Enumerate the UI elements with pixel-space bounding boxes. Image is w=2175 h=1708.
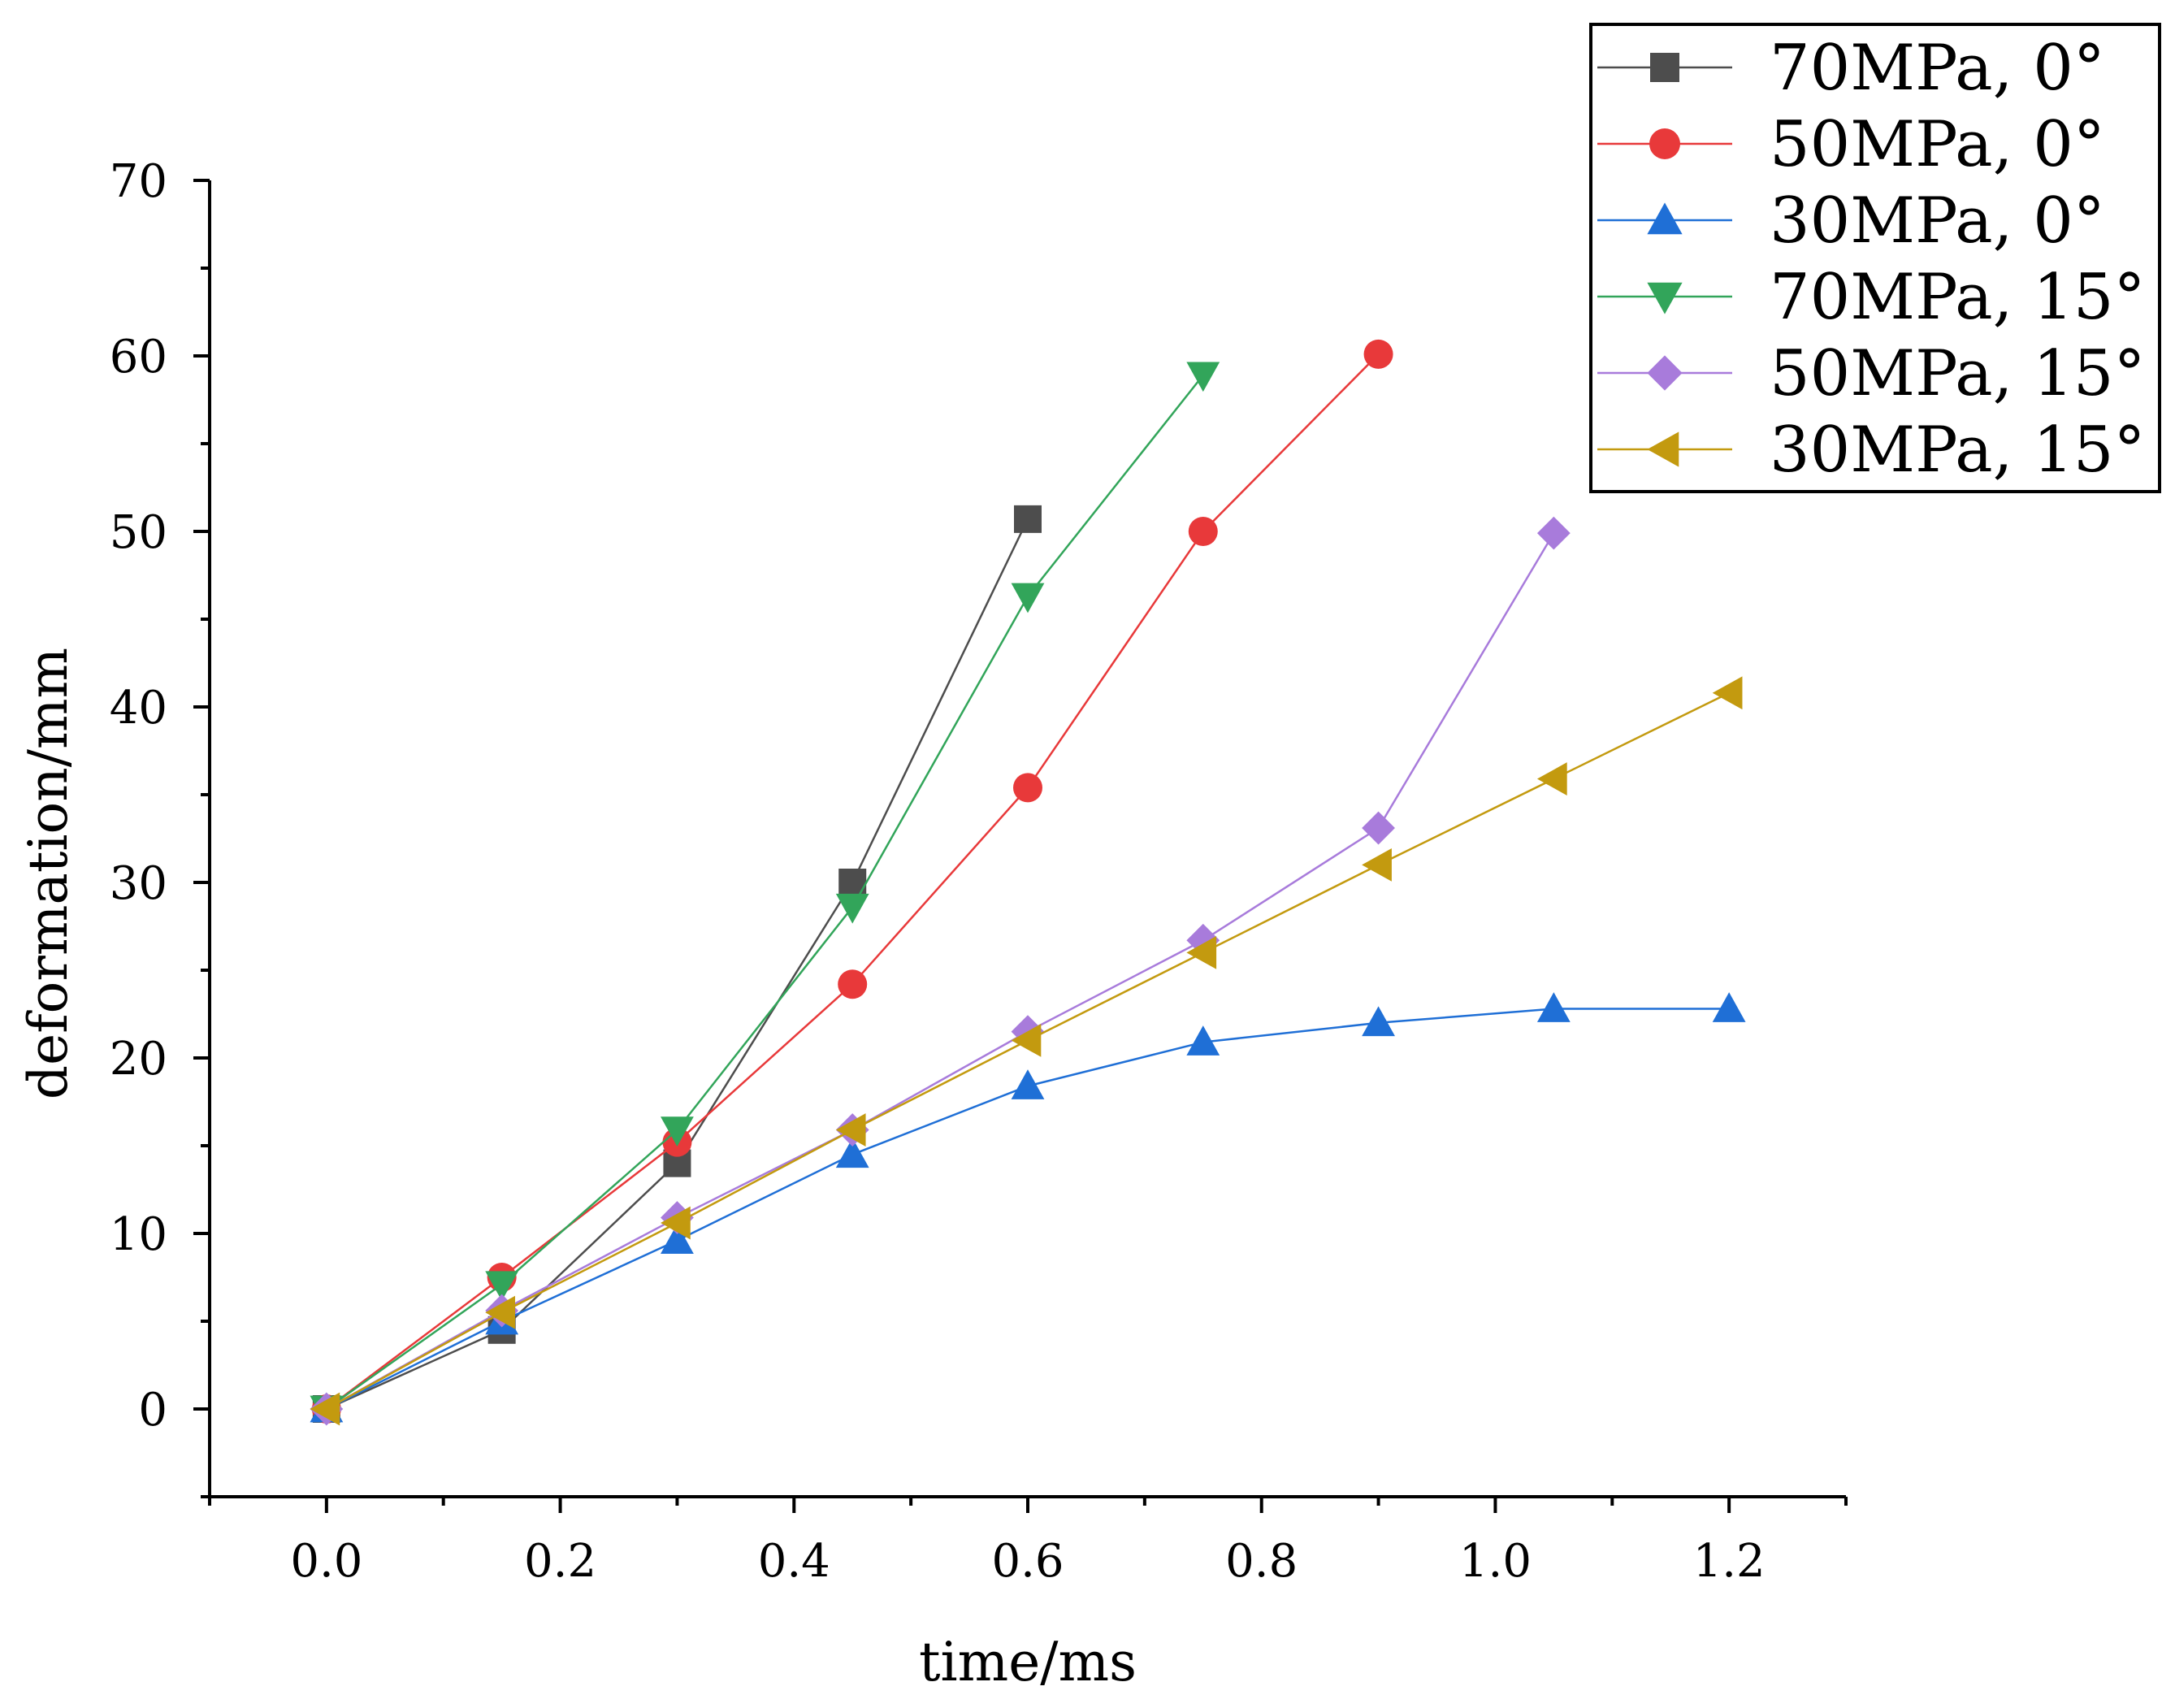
legend-item: 70MPa, 0° bbox=[1597, 32, 2105, 105]
data-point bbox=[1186, 1025, 1220, 1056]
x-axis-title: time/ms bbox=[919, 1631, 1137, 1693]
legend-label: 70MPa, 0° bbox=[1770, 32, 2105, 105]
series-line bbox=[326, 374, 1204, 1411]
x-tick-label: 0.6 bbox=[991, 1535, 1064, 1588]
data-point bbox=[1536, 992, 1571, 1022]
data-point bbox=[1536, 762, 1567, 795]
data-point bbox=[1362, 848, 1392, 882]
data-point bbox=[1188, 517, 1218, 546]
legend-marker bbox=[1649, 128, 1680, 159]
x-tick-label: 1.0 bbox=[1459, 1535, 1532, 1588]
legend-label: 30MPa, 0° bbox=[1770, 184, 2105, 258]
legend: 70MPa, 0°50MPa, 0°30MPa, 0°70MPa, 15°50M… bbox=[1589, 23, 2161, 493]
y-tick-label: 20 bbox=[110, 1033, 167, 1086]
legend-marker bbox=[1647, 202, 1683, 235]
y-axis-title: deformation/mm bbox=[17, 648, 80, 1099]
data-point bbox=[485, 1295, 515, 1329]
data-point bbox=[1363, 339, 1393, 369]
y-tick-label: 60 bbox=[110, 331, 167, 384]
data-point bbox=[661, 1206, 691, 1240]
axes: 0.0 0.2 0.4 0.6 0.8 1.0 1.2 0 10 20 30 40 50 60 70 bbox=[110, 155, 1848, 1588]
series-line bbox=[326, 518, 1029, 1411]
data-point bbox=[1186, 936, 1217, 969]
data-point bbox=[1186, 362, 1220, 392]
data-point bbox=[1712, 992, 1746, 1022]
x-tick-label: 0.0 bbox=[290, 1535, 362, 1588]
series-6 bbox=[310, 676, 1743, 1426]
legend-item: 30MPa, 0° bbox=[1597, 184, 2105, 258]
data-point bbox=[310, 1392, 340, 1426]
data-point bbox=[1011, 1024, 1042, 1057]
legend-box bbox=[1589, 23, 2161, 493]
x-tick-label: 0.2 bbox=[524, 1535, 596, 1588]
y-tick-label: 0 bbox=[138, 1384, 167, 1437]
data-point bbox=[838, 969, 868, 999]
legend-item: 50MPa, 0° bbox=[1597, 108, 2105, 181]
series-1 bbox=[312, 505, 1042, 1423]
x-tick-label: 0.8 bbox=[1225, 1535, 1298, 1588]
legend-label: 50MPa, 15° bbox=[1770, 337, 2145, 410]
x-tick-label: 0.4 bbox=[758, 1535, 830, 1588]
legend-label: 70MPa, 15° bbox=[1770, 261, 2145, 334]
legend-label: 50MPa, 0° bbox=[1770, 108, 2105, 181]
series-4 bbox=[310, 362, 1220, 1426]
data-point bbox=[485, 1271, 519, 1302]
y-tick-label: 50 bbox=[110, 506, 167, 559]
data-point bbox=[835, 1113, 866, 1147]
legend-item: 50MPa, 15° bbox=[1597, 337, 2145, 410]
legend-marker bbox=[1647, 282, 1683, 314]
data-point bbox=[1013, 773, 1042, 803]
data-point bbox=[661, 1224, 694, 1254]
data-point bbox=[835, 1138, 869, 1168]
series-line bbox=[326, 1008, 1730, 1411]
data-point bbox=[838, 869, 867, 896]
series-line bbox=[326, 532, 1555, 1411]
data-point bbox=[1712, 676, 1743, 710]
legend-item: 30MPa, 15° bbox=[1597, 414, 2145, 487]
y-tick-label: 70 bbox=[110, 155, 167, 208]
data-point bbox=[1014, 505, 1042, 533]
data-point bbox=[1362, 1006, 1395, 1037]
data-point bbox=[661, 1116, 694, 1147]
data-point bbox=[835, 893, 869, 924]
legend-marker bbox=[1647, 355, 1683, 391]
series-3 bbox=[310, 992, 1746, 1423]
series-group bbox=[310, 339, 1746, 1426]
legend-marker bbox=[1650, 53, 1679, 82]
x-tick-label: 1.2 bbox=[1693, 1535, 1766, 1588]
legend-marker bbox=[1647, 431, 1679, 467]
data-point bbox=[1011, 583, 1045, 613]
y-tick-label: 10 bbox=[110, 1208, 167, 1261]
legend-label: 30MPa, 15° bbox=[1770, 414, 2145, 487]
data-point bbox=[1536, 516, 1571, 550]
legend-item: 70MPa, 15° bbox=[1597, 261, 2145, 334]
data-point bbox=[1362, 811, 1395, 845]
y-tick-label: 40 bbox=[110, 682, 167, 735]
y-tick-label: 30 bbox=[110, 857, 167, 910]
data-point bbox=[1011, 1069, 1045, 1099]
